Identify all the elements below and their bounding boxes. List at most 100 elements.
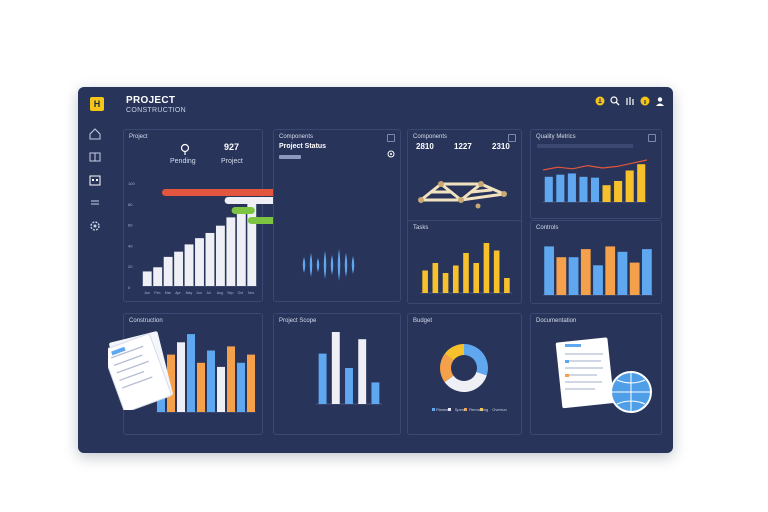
card-tasks: Tasks [407,220,522,304]
card-subtitle: Project Status [279,143,327,150]
pin-icon [180,142,190,160]
expand-icon[interactable] [508,134,516,142]
bar [195,238,204,286]
scope-bar-chart [316,332,382,405]
y-tick-label: 80 [128,202,133,207]
app-subtitle: CONSTRUCTION [126,107,186,114]
bar [177,342,185,412]
bar [187,334,195,412]
x-tick-label: Oct [238,291,243,295]
legend-item: Remaining [469,407,489,412]
y-tick-label: 40 [128,243,133,248]
x-tick-label: Jul [206,291,211,295]
bar [197,362,205,412]
bar [247,354,255,412]
user-icon[interactable] [655,96,665,106]
x-tick-label: Apr [175,291,181,295]
bar [358,339,367,404]
card-title: Project Scope [279,318,317,324]
calendar-icon[interactable] [88,173,102,187]
card-title: Budget [413,318,433,324]
bar [605,246,616,295]
legend-swatch [448,408,451,411]
documents-illustration [553,334,658,431]
gear-icon[interactable] [88,219,102,233]
bar [544,176,553,202]
y-tick-label: 60 [128,223,133,228]
stat-project-count: 927 [224,142,240,152]
bar [247,200,257,286]
bar [580,249,591,295]
bar [617,251,628,295]
wave-mark [323,251,327,279]
wave-mark [344,253,348,277]
bar [226,217,236,286]
bar [345,368,353,404]
sidebar [88,127,104,242]
bar [590,177,600,202]
home-icon[interactable] [88,127,102,141]
folder-icon[interactable] [88,150,102,164]
bar [593,265,603,295]
controls-bar-chart [543,246,653,296]
expand-icon[interactable] [648,134,656,142]
bar [556,257,567,295]
stat-value: 2310 [492,142,510,151]
bar [493,250,500,293]
card-project-scope: Project Scope [273,313,401,435]
bar [544,246,554,295]
card-title: Project [129,134,148,140]
wave-mark [302,257,306,273]
bar [556,174,565,202]
bar [473,263,480,293]
y-tick-label: 20 [128,264,133,269]
bar [217,366,225,412]
bar [237,362,245,412]
y-tick-label: 100 [128,181,135,186]
card-title: Construction [129,318,163,324]
card-budget: Budget Planned Spent Remaining Overrun [407,313,522,435]
y-tick-label: 0 [128,285,131,290]
filter-bar [537,144,633,148]
app-title: PROJECT [126,95,176,106]
bar [602,185,611,202]
report-sheet-illustration [102,330,186,415]
x-tick-label: Sep [227,291,233,295]
x-tick-label: Jan [144,291,150,295]
card-construction: Construction [123,313,263,435]
truss-bridge-icon [416,172,511,217]
x-tick-label: Feb [154,291,160,295]
bar [184,244,194,286]
bar [215,225,225,286]
card-title: Tasks [413,225,429,231]
x-tick-label: Aug [217,291,223,295]
bar [452,265,459,293]
card-title: Quality Metrics [536,134,576,140]
list-icon[interactable] [88,196,102,210]
info-icon[interactable] [640,96,650,106]
settings-icon[interactable] [625,96,635,106]
stat-value: 2810 [416,142,434,151]
bar [371,382,380,404]
wave-mark [316,258,320,272]
search-icon[interactable] [610,96,620,106]
legend-swatch [464,408,467,411]
legend-item: Overrun [492,407,507,412]
bar [205,232,215,286]
bar [625,170,634,202]
card-components-status: Components Project Status [273,129,401,302]
expand-icon[interactable] [387,134,395,142]
tasks-bar-chart [420,243,512,294]
budget-legend: Planned Spent Remaining Overrun [436,407,507,412]
legend-swatch [480,408,483,411]
bar [422,270,428,293]
bar [318,353,327,404]
refresh-icon[interactable] [387,145,395,163]
bar [432,263,439,293]
wave-mark [330,255,334,275]
card-controls: Controls [530,220,662,304]
bell-icon[interactable] [595,96,605,106]
bar [167,354,175,412]
bar [331,332,340,404]
progress-bar-chart: 100 80 60 40 20 0 Jan Feb Mar Apr May Jun Jul Aug Sep O… [128,181,257,295]
